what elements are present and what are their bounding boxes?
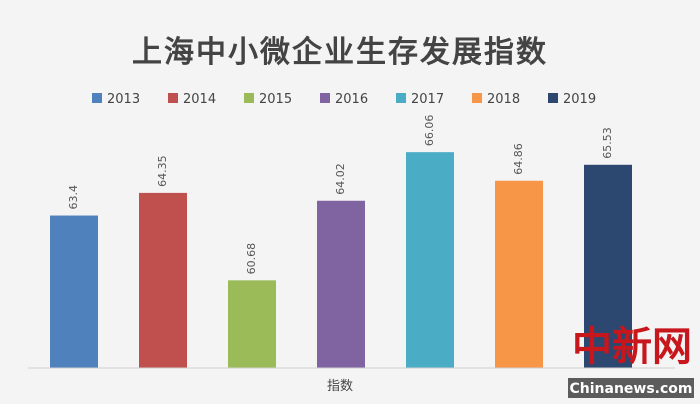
legend-label-2019: 2019 xyxy=(563,92,596,107)
legend-label-2018: 2018 xyxy=(487,92,520,107)
bar-2014 xyxy=(139,192,187,368)
bar-2013 xyxy=(50,215,98,368)
legend-label-2014: 2014 xyxy=(183,92,216,107)
bar-2018 xyxy=(495,180,543,368)
bar-2019 xyxy=(584,164,632,368)
bars xyxy=(50,152,632,368)
legend-label-2015: 2015 xyxy=(259,92,292,107)
legend-swatch-2019 xyxy=(548,93,558,103)
data-label-2017: 66.06 xyxy=(423,115,436,147)
data-label-2014: 64.35 xyxy=(156,155,169,187)
legend-swatch-2016 xyxy=(320,93,330,103)
data-labels: 63.4 64.35 60.68 64.02 66.06 64.86 65.53 xyxy=(67,115,614,275)
watermark-site-background xyxy=(568,378,694,398)
legend-label-2017: 2017 xyxy=(411,92,444,107)
data-label-2018: 64.86 xyxy=(512,143,525,175)
data-label-2016: 64.02 xyxy=(334,163,347,195)
x-axis-label: 指数 xyxy=(327,379,353,394)
legend-swatch-2017 xyxy=(396,93,406,103)
data-label-2013: 63.4 xyxy=(67,185,80,210)
legend-swatch-2014 xyxy=(168,93,178,103)
watermark-site: Chinanews.com xyxy=(569,381,692,397)
data-label-2015: 60.68 xyxy=(245,243,258,275)
legend: 2013 2014 2015 2016 2017 2018 2019 xyxy=(92,92,596,107)
legend-swatch-2015 xyxy=(244,93,254,103)
legend-swatch-2013 xyxy=(92,93,102,103)
legend-label-2013: 2013 xyxy=(107,92,140,107)
bar-2015 xyxy=(228,280,276,368)
chart-title: 上海中小微企业生存发展指数 xyxy=(132,35,548,70)
watermark-logo: 中新网 xyxy=(572,323,692,370)
bar-2017 xyxy=(406,152,454,368)
watermark: 中新网 Chinanews.com xyxy=(568,323,694,398)
data-label-2019: 65.53 xyxy=(601,127,614,159)
bar-2016 xyxy=(317,200,365,368)
legend-label-2016: 2016 xyxy=(335,92,368,107)
legend-swatch-2018 xyxy=(472,93,482,103)
